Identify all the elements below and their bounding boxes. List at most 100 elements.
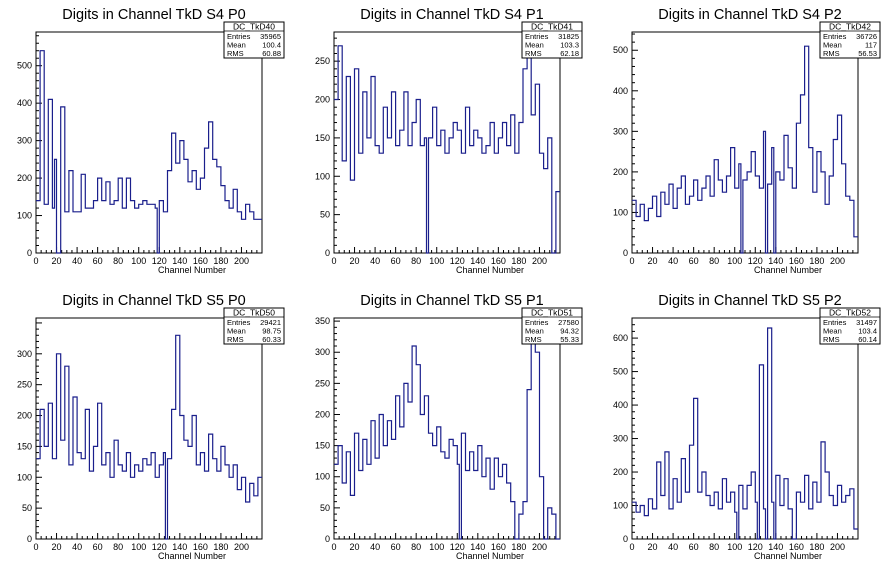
stats-label: RMS: [525, 335, 542, 344]
histogram-bin: [470, 146, 474, 253]
histogram-bin: [359, 153, 363, 253]
x-tick-label: 80: [709, 256, 719, 266]
x-tick-label: 0: [629, 542, 634, 552]
histogram-bin: [94, 201, 98, 253]
y-tick-label: 300: [315, 347, 330, 357]
histogram-bin: [346, 77, 350, 253]
histogram-bin: [250, 483, 254, 539]
histogram-bin: [768, 184, 772, 253]
histogram-bin: [135, 208, 139, 253]
stats-value: 60.88: [262, 49, 281, 58]
x-tick-label: 0: [331, 256, 336, 266]
histogram-bin: [640, 506, 644, 539]
histogram-bin: [768, 328, 772, 539]
stats-value: 35965: [260, 32, 281, 41]
histogram-bin: [355, 433, 359, 539]
histogram-bin: [800, 502, 804, 539]
histogram-series: [36, 334, 262, 540]
histogram-bin: [122, 208, 126, 253]
histogram-bin: [837, 485, 841, 539]
histogram-bin: [98, 403, 102, 539]
x-tick-label: 20: [52, 256, 62, 266]
y-tick-label: 250: [17, 380, 32, 390]
histogram-bin: [539, 153, 543, 253]
histogram-bin: [453, 446, 457, 539]
histogram-bin: [85, 409, 89, 539]
x-tick-label: 120: [450, 256, 465, 266]
x-tick-label: 120: [748, 256, 763, 266]
histogram-bin: [837, 115, 841, 253]
histogram-bin: [89, 208, 93, 253]
x-tick-label: 160: [193, 256, 208, 266]
x-tick-label: 80: [411, 542, 421, 552]
histogram-bin: [77, 212, 81, 253]
histogram-bin: [519, 123, 523, 253]
y-tick-label: 50: [22, 503, 32, 513]
histogram-bin: [221, 186, 225, 253]
histogram-bin: [718, 180, 722, 253]
histogram-bin: [404, 383, 408, 539]
histogram-bin: [772, 148, 774, 253]
panel-title: Digits in Channel TkD S4 P2: [658, 7, 842, 23]
histogram-bin: [48, 403, 52, 539]
histogram-bin: [780, 506, 784, 539]
x-tick-label: 140: [470, 256, 485, 266]
histogram-bin: [221, 446, 225, 539]
histogram-bin: [796, 123, 800, 253]
panel-title: Digits in Channel TkD S5 P2: [658, 293, 842, 309]
stats-label: Mean: [823, 41, 842, 50]
histogram-bin: [813, 482, 817, 539]
histogram-bin: [507, 146, 511, 253]
histogram-bin: [392, 439, 396, 539]
y-tick-label: 300: [613, 126, 628, 136]
histogram-bin: [461, 153, 465, 253]
histogram-bin: [763, 131, 765, 253]
histogram-bin: [846, 196, 850, 253]
y-tick-label: 400: [613, 400, 628, 410]
x-tick-label: 160: [789, 542, 804, 552]
histogram-panel-0: Digits in Channel TkD S4 P0 0 20 40 60 80 100 1…: [17, 7, 285, 275]
x-tick-label: 200: [532, 542, 547, 552]
x-tick-label: 40: [668, 542, 678, 552]
histogram-bin: [539, 477, 543, 539]
histogram-bin: [69, 465, 73, 539]
histogram-bin: [813, 192, 817, 253]
panel-title: Digits in Channel TkD S5 P1: [360, 293, 544, 309]
histogram-bin: [114, 440, 118, 539]
x-axis-title: Channel Number: [158, 551, 226, 561]
histogram-bin: [809, 148, 813, 253]
histogram-bin: [523, 69, 527, 253]
stats-label: Mean: [227, 327, 246, 336]
histogram-bin: [449, 138, 453, 253]
x-tick-label: 20: [350, 542, 360, 552]
x-tick-label: 80: [709, 542, 719, 552]
histogram-bin: [796, 492, 800, 539]
y-tick-label: 400: [613, 86, 628, 96]
x-tick-label: 200: [532, 256, 547, 266]
histogram-bin: [429, 433, 433, 539]
histogram-bin: [718, 509, 722, 539]
x-tick-label: 60: [93, 542, 103, 552]
histogram-bin: [52, 459, 56, 539]
histogram-bin: [854, 237, 858, 253]
histogram-bin: [229, 477, 233, 539]
histogram-bin: [531, 334, 535, 539]
y-tick-label: 200: [315, 409, 330, 419]
y-tick-label: 200: [17, 411, 32, 421]
histogram-bin: [420, 146, 424, 253]
y-tick-label: 100: [613, 207, 628, 217]
histogram-bin: [379, 414, 383, 539]
y-tick-label: 200: [315, 95, 330, 105]
histogram-bin: [126, 453, 130, 539]
x-tick-label: 180: [511, 256, 526, 266]
panel-title: Digits in Channel TkD S5 P0: [62, 293, 246, 309]
y-tick-label: 0: [623, 248, 628, 258]
histogram-bin: [821, 172, 825, 253]
x-tick-label: 140: [768, 542, 783, 552]
histogram-bin: [735, 512, 737, 539]
x-tick-label: 140: [172, 542, 187, 552]
stats-value: 60.33: [262, 335, 281, 344]
x-tick-label: 160: [491, 542, 506, 552]
histogram-bin: [490, 489, 494, 539]
histogram-bin: [657, 217, 661, 253]
